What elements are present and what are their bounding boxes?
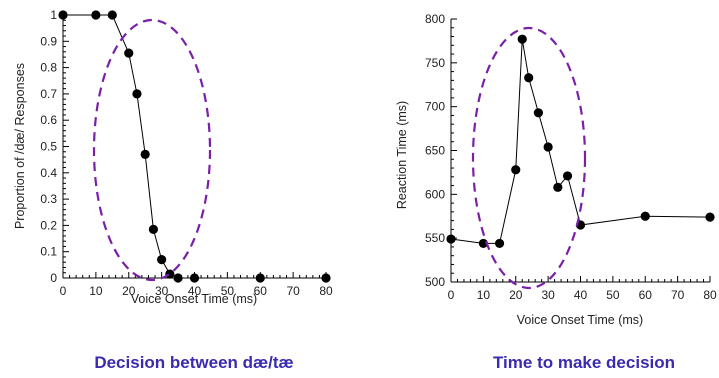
x-tick-label: 0 <box>60 284 67 298</box>
y-axis-label: Reaction Time (ms) <box>395 101 409 209</box>
x-tick-label: 40 <box>188 284 202 298</box>
data-point <box>511 165 521 175</box>
x-tick-label: 80 <box>319 284 333 298</box>
tick-group: 0 10 20 30 40 50 60 70 80 0 0.1 0.2 0.3 0.4 0.5 0.6 0.7 0… <box>40 8 333 298</box>
x-tick-label: 20 <box>509 288 523 302</box>
data-point <box>640 211 650 221</box>
y-tick-label: 0 <box>50 271 57 285</box>
y-tick-label: 0.2 <box>40 218 57 232</box>
point-group <box>58 10 331 283</box>
data-point <box>517 34 527 44</box>
y-tick-label: 650 <box>425 144 445 158</box>
x-tick-label: 70 <box>671 288 685 302</box>
y-tick-label: 1 <box>50 8 57 22</box>
data-point <box>543 142 553 152</box>
data-point <box>189 273 200 283</box>
x-tick-label: 0 <box>448 288 455 302</box>
tick-group: 0 10 20 30 40 50 60 70 80 500 550 600 650 700 750 800 <box>425 12 717 302</box>
data-point <box>132 89 142 99</box>
data-point <box>321 273 331 283</box>
y-tick-label: 0.1 <box>40 245 57 259</box>
x-tick-label: 10 <box>89 284 103 298</box>
series-line <box>450 39 711 244</box>
y-tick-label: 0.9 <box>40 34 57 48</box>
y-tick-label: 0.4 <box>40 166 57 180</box>
y-tick-label: 0.5 <box>40 140 57 154</box>
data-point <box>157 254 167 265</box>
chart-caption: Time to make decision <box>493 353 675 372</box>
data-point <box>91 10 101 20</box>
data-point <box>255 273 265 283</box>
y-tick-label: 0.3 <box>40 192 57 206</box>
data-point <box>148 224 159 234</box>
point-group <box>446 34 715 249</box>
data-point <box>140 149 150 159</box>
y-tick-label: 550 <box>425 231 445 245</box>
data-point <box>58 10 68 20</box>
x-tick-label: 70 <box>286 284 300 298</box>
x-tick-label: 10 <box>477 288 491 302</box>
data-point <box>553 182 563 192</box>
reaction-time-chart: 0 10 20 30 40 50 60 70 80 500 550 600 650 700 750 800 V… <box>395 12 717 372</box>
data-point <box>165 269 175 279</box>
x-tick-label: 30 <box>541 288 555 302</box>
y-tick-label: 0.7 <box>40 87 57 101</box>
data-point <box>562 171 573 181</box>
y-tick-label: 800 <box>425 12 445 26</box>
y-tick-label: 600 <box>425 187 445 201</box>
boundary-ellipse <box>92 18 212 282</box>
data-point <box>478 238 488 249</box>
x-tick-label: 30 <box>155 284 169 298</box>
x-tick-label: 60 <box>639 288 653 302</box>
x-tick-label: 20 <box>122 284 136 298</box>
data-point <box>446 234 456 244</box>
y-tick-label: 0.6 <box>40 113 57 127</box>
peak-ellipse <box>471 26 587 290</box>
x-tick-label: 50 <box>221 284 235 298</box>
x-axis-label: Voice Onset Time (ms) <box>131 292 257 306</box>
data-point <box>107 10 117 20</box>
data-point <box>494 238 505 249</box>
x-tick-label: 80 <box>703 288 717 302</box>
data-point <box>533 108 544 118</box>
data-point <box>524 73 534 83</box>
x-tick-label: 50 <box>606 288 620 302</box>
x-tick-label: 40 <box>574 288 588 302</box>
y-tick-label: 500 <box>425 275 445 289</box>
y-tick-label: 750 <box>425 56 445 70</box>
x-tick-label: 60 <box>254 284 268 298</box>
data-point <box>173 273 183 283</box>
y-tick-label: 0.8 <box>40 61 57 75</box>
data-point <box>124 48 134 58</box>
y-tick-label: 700 <box>425 100 445 114</box>
proportion-chart: 0 10 20 30 40 50 60 70 80 0 0.1 0.2 0.3 0.4 0.5 0.6 0.7 0… <box>13 8 333 372</box>
x-axis-label: Voice Onset Time (ms) <box>517 313 643 327</box>
y-axis-label: Proportion of /dæ/ Responses <box>13 63 27 229</box>
data-point <box>705 212 715 222</box>
chart-caption: Decision between dæ/tæ <box>94 353 293 372</box>
